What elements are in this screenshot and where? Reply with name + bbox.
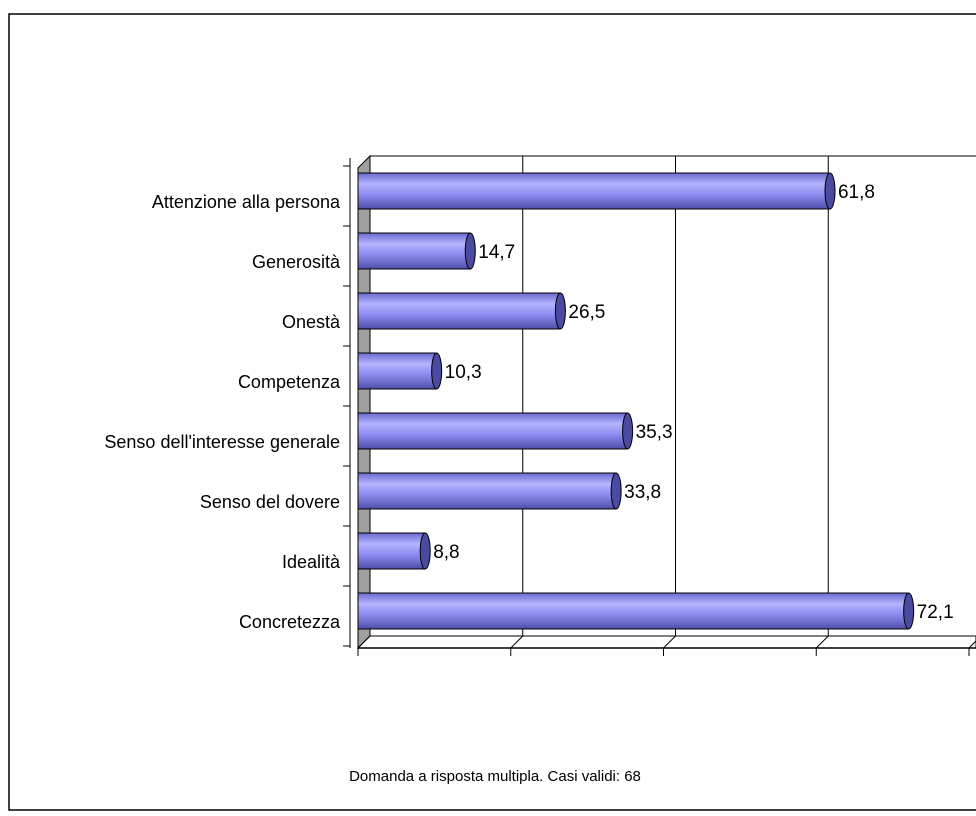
chart-frame [8, 13, 976, 811]
bar-cap [610, 472, 622, 510]
y-tick-label: Competenza [238, 372, 341, 392]
grid-line-floor [815, 635, 829, 649]
value-label: 35,3 [636, 422, 673, 443]
floor [356, 635, 976, 649]
y-tick-label: Senso del dovere [200, 492, 340, 512]
bar [357, 292, 561, 330]
bar-cap [431, 352, 443, 390]
bar [357, 592, 910, 630]
y-tick-label: Attenzione alla persona [152, 192, 341, 212]
y-tick-label: Concretezza [239, 612, 341, 632]
grid-line-floor [663, 635, 676, 649]
bar [357, 232, 471, 270]
side-wall [357, 154, 371, 650]
value-label: 8,8 [433, 542, 459, 563]
bar [357, 472, 617, 510]
bar-cap [622, 412, 634, 450]
bar-cap [824, 172, 836, 210]
bar-cap [554, 292, 566, 330]
value-label: 33,8 [624, 482, 661, 503]
grid-line-floor [357, 635, 371, 649]
bar [357, 412, 629, 450]
grid-line-floor [510, 635, 524, 649]
bar [357, 352, 438, 390]
y-tick-label: Onestà [282, 312, 341, 332]
y-tick-label: Generosità [252, 252, 341, 272]
value-label: 61,8 [838, 182, 875, 203]
chart-note: Domanda a risposta multipla. Casi validi… [349, 768, 641, 785]
bar-cap [419, 532, 431, 570]
y-tick-label: Idealità [282, 552, 341, 572]
bar [357, 172, 831, 210]
value-label: 26,5 [568, 302, 605, 323]
bar [357, 532, 426, 570]
value-label: 72,1 [917, 602, 954, 623]
grid-line-floor [968, 640, 976, 649]
bar-cap [903, 592, 915, 630]
value-label: 10,3 [445, 362, 482, 383]
y-tick-label: Senso dell'interesse generale [104, 432, 340, 452]
value-label: 14,7 [478, 242, 515, 263]
bar-cap [464, 232, 476, 270]
